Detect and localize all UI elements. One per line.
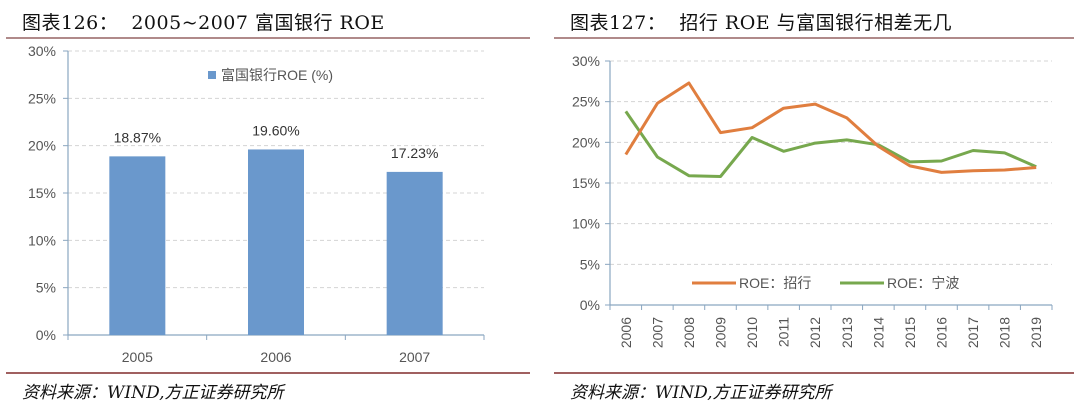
x-tick-label: 2014 [870,317,886,348]
legend-label: 富国银行ROE (%) [221,67,333,83]
y-tick-label: 20% [28,138,56,154]
x-tick-label: 2010 [744,317,760,348]
legend-swatch [208,71,216,79]
y-tick-label: 10% [572,216,600,232]
x-tick-label: 2007 [649,317,665,348]
line-chart: 0% 5% 10% 15% 20% 25% 30% 2006 2007 2008 2009 2010 2… [572,53,1053,348]
x-tick-label: 2012 [807,317,823,348]
source-note: 资料来源：WIND,方正证券研究所 [570,383,832,403]
y-tick-label: 0% [580,297,600,313]
x-tick-label: 2005 [122,349,153,365]
data-label: 18.87% [114,129,161,145]
title-divider [554,37,1074,39]
legend-label-cmb: ROE：招行 [739,275,811,291]
data-label: 17.23% [391,145,438,161]
x-tick-label: 2006 [260,349,291,365]
bar-2006 [248,149,304,335]
title-divider [6,37,530,39]
x-tick-label: 2017 [965,317,981,348]
figure-title: 图表126： 2005~2007 富国银行 ROE [22,12,385,34]
x-tick-label: 2019 [1028,317,1044,348]
source-divider [6,372,530,374]
y-tick-label: 25% [28,90,56,106]
y-tick-label: 25% [572,94,600,110]
figure-title: 图表127： 招行 ROE 与富国银行相差无几 [570,12,953,34]
source-divider [554,372,1074,374]
x-tick-label: 2008 [681,317,697,348]
x-tick-label: 2013 [839,317,855,348]
data-label: 19.60% [252,122,299,138]
x-tick-label: 2006 [618,317,634,348]
x-tick-label: 2009 [713,317,729,348]
x-tick-label: 2016 [934,317,950,348]
y-tick-label: 0% [36,327,56,343]
bar-2005 [109,156,166,335]
x-tick-label: 2007 [399,349,430,365]
x-tick-label: 2018 [997,317,1013,348]
y-tick-label: 15% [28,185,56,201]
y-tick-label: 5% [36,280,56,296]
legend-label-nb: ROE：宁波 [887,275,959,291]
y-tick-label: 30% [28,43,56,59]
source-note: 资料来源：WIND,方正证券研究所 [22,383,284,403]
x-tick-label: 2015 [902,317,918,348]
bar-chart: 0% 5% 10% 15% 20% 25% 30% 18.87% 2005 19.60% 2006 1… [28,43,485,365]
nb-roe-line [624,110,1037,178]
right-figure: 图表127： 招行 ROE 与富国银行相差无几 0% 5% 10% 15% 20% 25%… [540,0,1080,408]
y-tick-label: 5% [580,256,600,272]
bar-2007 [386,171,443,335]
y-tick-label: 30% [572,53,600,69]
y-tick-label: 15% [572,175,600,191]
y-tick-label: 10% [28,232,56,248]
x-tick-label: 2011 [776,317,792,347]
y-tick-label: 20% [572,134,600,150]
cmb-roe-line [624,81,1037,174]
left-figure: 图表126： 2005~2007 富国银行 ROE 0% 5% 10% 15% 20% 2… [6,12,530,403]
